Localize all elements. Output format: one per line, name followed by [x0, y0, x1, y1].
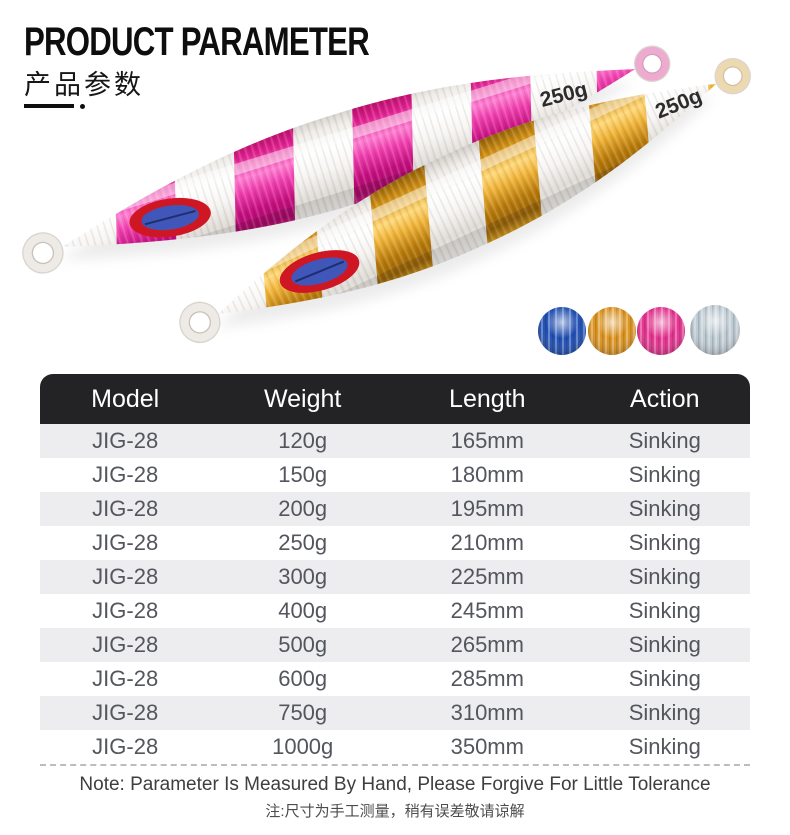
cell-action: Sinking [628, 530, 701, 555]
cell-model: JIG-28 [92, 598, 159, 623]
cell-length: 210mm [450, 530, 524, 555]
table-row: JIG-28 500g 265mm Sinking [40, 628, 750, 662]
cell-model: JIG-28 [92, 462, 159, 487]
cell-model: JIG-28 [92, 632, 159, 657]
cell-weight: 120g [278, 428, 328, 453]
cell-weight: 150g [278, 462, 328, 487]
table-header-row: Model Weight Length Action [40, 374, 750, 424]
column-header-action: Action [630, 385, 700, 413]
cell-weight: 250g [278, 530, 328, 555]
table-row: JIG-28 250g 210mm Sinking [40, 526, 750, 560]
cell-action: Sinking [628, 564, 701, 589]
cell-weight: 200g [278, 496, 328, 521]
lure-head-eyelet [709, 53, 756, 100]
cell-action: Sinking [628, 700, 701, 725]
cell-length: 350mm [450, 734, 524, 759]
table-row: JIG-28 120g 165mm Sinking [40, 424, 750, 458]
cell-length: 265mm [450, 632, 524, 657]
table-row: JIG-28 150g 180mm Sinking [40, 458, 750, 492]
table-row: JIG-28 400g 245mm Sinking [40, 594, 750, 628]
table-row: JIG-28 300g 225mm Sinking [40, 560, 750, 594]
cell-model: JIG-28 [92, 666, 159, 691]
cell-action: Sinking [628, 462, 701, 487]
swatch-blue [538, 307, 586, 355]
cell-length: 180mm [450, 462, 524, 487]
cell-weight: 500g [278, 632, 328, 657]
column-header-length: Length [449, 385, 526, 413]
page-subtitle: 产品参数 [24, 70, 144, 100]
lure-head-eyelet [630, 42, 674, 86]
swatch-pink [637, 307, 685, 355]
cell-model: JIG-28 [92, 734, 159, 759]
lure-tail-eyelet [173, 296, 226, 349]
cell-length: 165mm [450, 428, 524, 453]
cell-length: 225mm [450, 564, 524, 589]
cell-length: 195mm [450, 496, 524, 521]
cell-action: Sinking [628, 666, 701, 691]
title-underline [24, 104, 74, 108]
column-header-weight: Weight [264, 385, 342, 413]
cell-model: JIG-28 [92, 700, 159, 725]
table-row: JIG-28 600g 285mm Sinking [40, 662, 750, 696]
cell-weight: 300g [278, 564, 328, 589]
cell-model: JIG-28 [92, 496, 159, 521]
parameter-table: Model Weight Length Action JIG-28 120g 1… [40, 374, 750, 821]
cell-action: Sinking [628, 428, 701, 453]
table-row: JIG-28 750g 310mm Sinking [40, 696, 750, 730]
column-header-model: Model [91, 385, 160, 413]
table-row: JIG-28 200g 195mm Sinking [40, 492, 750, 526]
table-row: JIG-28 1000g 350mm Sinking [40, 730, 750, 764]
cell-weight: 1000g [272, 734, 334, 759]
cell-weight: 400g [278, 598, 328, 623]
lure-tail-eyelet [18, 228, 68, 278]
product-photo: 250g 250g [0, 25, 790, 359]
cell-action: Sinking [628, 598, 701, 623]
cell-action: Sinking [628, 496, 701, 521]
title-underline-dot [80, 104, 85, 109]
cell-weight: 750g [278, 700, 328, 725]
cell-length: 285mm [450, 666, 524, 691]
note-box: Note: Parameter Is Measured By Hand, Ple… [40, 764, 750, 821]
cell-action: Sinking [628, 734, 701, 759]
cell-model: JIG-28 [92, 530, 159, 555]
cell-length: 310mm [450, 700, 524, 725]
cell-weight: 600g [278, 666, 328, 691]
cell-length: 245mm [450, 598, 524, 623]
cell-model: JIG-28 [92, 564, 159, 589]
cell-model: JIG-28 [92, 428, 159, 453]
page-title: PRODUCT PARAMETER [24, 20, 370, 64]
swatch-silver-white [690, 305, 740, 355]
cell-action: Sinking [628, 632, 701, 657]
note-text-zh: 注:尺寸为手工测量，稍有误差敬请谅解 [265, 803, 525, 820]
note-text-en: Note: Parameter Is Measured By Hand, Ple… [79, 774, 711, 795]
color-swatches [538, 305, 740, 355]
swatch-orange-gold [588, 307, 636, 355]
table-body: JIG-28 120g 165mm Sinking JIG-28 150g 18… [40, 424, 750, 764]
